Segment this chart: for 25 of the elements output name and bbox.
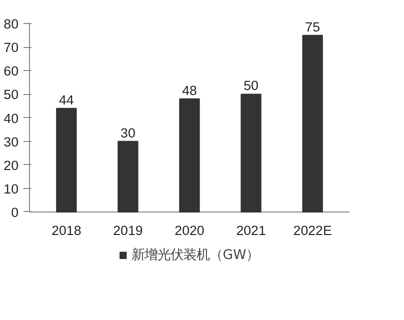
y-tick-label: 20 — [4, 158, 19, 173]
y-tick-label: 0 — [11, 204, 19, 220]
bar — [240, 94, 262, 212]
y-tick-label: 50 — [4, 87, 19, 102]
bar — [56, 108, 77, 212]
legend-label: 新增光伏装机（GW） — [132, 246, 260, 264]
y-tick-label: 70 — [4, 40, 19, 56]
data-label: 48 — [182, 82, 197, 98]
y-tick-label: 60 — [4, 64, 19, 79]
x-tick-label: 2022E — [293, 222, 332, 238]
bar — [118, 140, 138, 212]
data-label: 30 — [120, 125, 136, 140]
x-tick-label: 2019 — [113, 222, 143, 238]
bar — [302, 34, 323, 212]
x-tick-label: 2020 — [174, 222, 204, 238]
bar — [179, 98, 200, 212]
data-label: 50 — [244, 78, 258, 94]
x-tick-label: 2018 — [52, 222, 82, 238]
y-tick-label: 30 — [4, 134, 19, 150]
data-label: 44 — [59, 92, 74, 108]
y-tick-label: 40 — [4, 110, 19, 126]
x-tick-label: 2021 — [236, 222, 266, 238]
data-label: 75 — [305, 19, 320, 34]
y-tick-label: 80 — [4, 16, 19, 32]
y-tick-label: 10 — [4, 181, 19, 196]
